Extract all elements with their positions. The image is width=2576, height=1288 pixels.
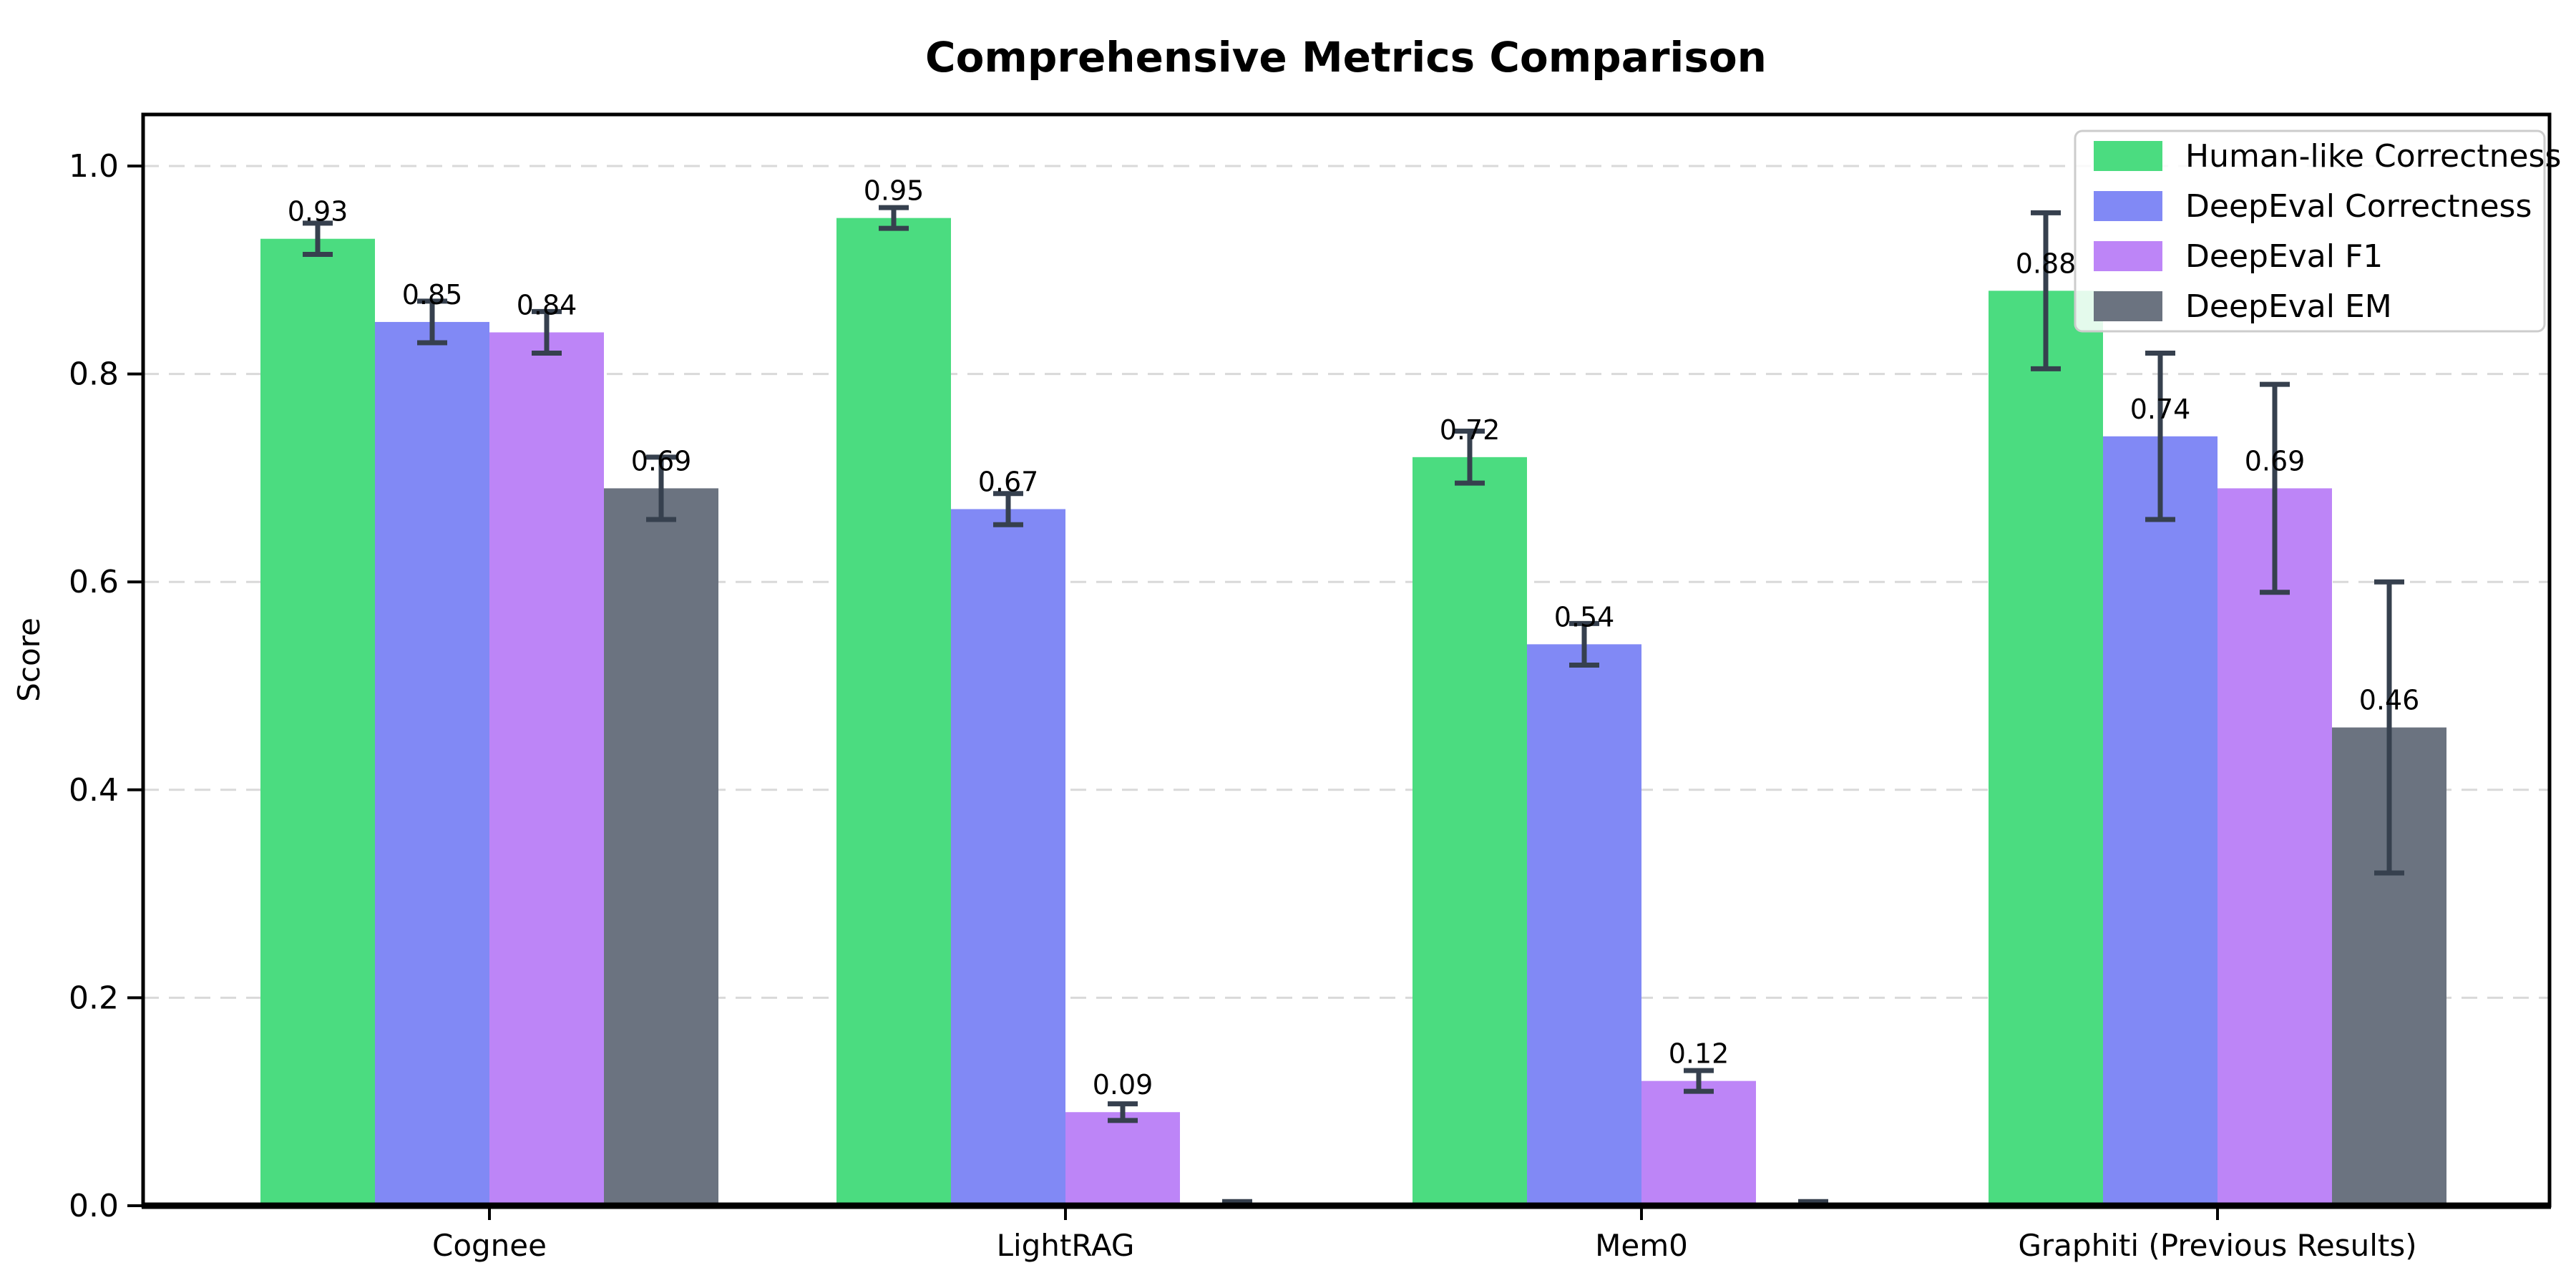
tick-labels: 0.0 0.2 0.4 0.6 0.8 1.0 Cognee LightRAG Mem0 Grap… bbox=[69, 148, 2417, 1263]
y-tick-label: 1.0 bbox=[69, 148, 119, 185]
bar-deepeval-f1-mem0 bbox=[1641, 1080, 1756, 1206]
bar-value-label: 0.85 bbox=[402, 279, 463, 311]
bar-value-label: 0.69 bbox=[2245, 445, 2306, 477]
bar-value-label: 0.67 bbox=[978, 466, 1039, 497]
x-category-label: Cognee bbox=[432, 1228, 547, 1263]
x-category-label: Mem0 bbox=[1595, 1228, 1688, 1263]
bar-human-like-correctness-cognee bbox=[260, 238, 375, 1206]
axes bbox=[127, 112, 2552, 1220]
legend-swatch-deepeval-correctness bbox=[2094, 191, 2162, 221]
bar-value-label: 0.93 bbox=[288, 196, 348, 228]
x-category-label: Graphiti (Previous Results) bbox=[2018, 1228, 2416, 1263]
legend-box bbox=[2074, 130, 2546, 333]
bar-value-label: 0.74 bbox=[2130, 394, 2191, 425]
bar-human-like-correctness-mem0 bbox=[1413, 457, 1527, 1206]
error-bars bbox=[303, 205, 2404, 1209]
legend-label: DeepEval Correctness bbox=[2185, 188, 2532, 225]
bar-deepeval-correctness-cognee bbox=[375, 321, 489, 1206]
legend-swatch-deepeval-em bbox=[2094, 291, 2162, 321]
bar-value-label: 0.46 bbox=[2359, 685, 2420, 716]
legend-label: DeepEval EM bbox=[2185, 288, 2392, 325]
bar-value-label: 0.69 bbox=[631, 445, 692, 477]
bar-groups bbox=[260, 218, 2446, 1206]
y-tick-label: 0.8 bbox=[69, 356, 119, 393]
y-tick-label: 0.2 bbox=[69, 980, 119, 1016]
y-tick-label: 0.4 bbox=[69, 772, 119, 809]
bar-value-label: 0.84 bbox=[517, 289, 577, 321]
bar-value-label: 0.88 bbox=[2016, 248, 2077, 279]
legend-label: DeepEval F1 bbox=[2185, 238, 2383, 275]
bar-value-label: 0.95 bbox=[864, 175, 924, 207]
bar-deepeval-f1-lightrag bbox=[1065, 1112, 1180, 1206]
legend-swatch-deepeval-f1 bbox=[2094, 241, 2162, 271]
x-category-label: LightRAG bbox=[997, 1228, 1135, 1263]
bar-value-label: 0.72 bbox=[1440, 414, 1501, 446]
chart-title: Comprehensive Metrics Comparison bbox=[925, 33, 1767, 82]
bar-deepeval-em-cognee bbox=[604, 488, 718, 1206]
bar-value-label: 0.09 bbox=[1093, 1069, 1153, 1101]
bar-deepeval-f1-cognee bbox=[489, 332, 604, 1206]
y-tick-label: 0.0 bbox=[69, 1188, 119, 1224]
bar-human-like-correctness-graphiti-previous-results- bbox=[1989, 291, 2103, 1206]
y-tick-label: 0.6 bbox=[69, 564, 119, 600]
legend-label: Human-like Correctness bbox=[2185, 138, 2561, 175]
bar-value-label: 0.12 bbox=[1669, 1038, 1729, 1070]
y-axis-label: Score bbox=[11, 618, 47, 702]
bar-human-like-correctness-lightrag bbox=[836, 218, 951, 1206]
bar-deepeval-correctness-lightrag bbox=[951, 509, 1065, 1206]
bar-value-labels: 0.93 0.95 0.72 0.88 0.85 0.67 0.54 0.74 0.84 0.09… bbox=[288, 175, 2420, 1101]
bar-value-label: 0.54 bbox=[1554, 601, 1615, 633]
legend-swatch-human-like-correctness bbox=[2094, 141, 2162, 171]
bar-deepeval-f1-graphiti-previous-results- bbox=[2218, 488, 2332, 1206]
bar-deepeval-correctness-mem0 bbox=[1527, 644, 1641, 1206]
legend: Human-like Correctness DeepEval Correctne… bbox=[2074, 130, 2561, 333]
bar-deepeval-correctness-graphiti-previous-results- bbox=[2103, 436, 2218, 1206]
